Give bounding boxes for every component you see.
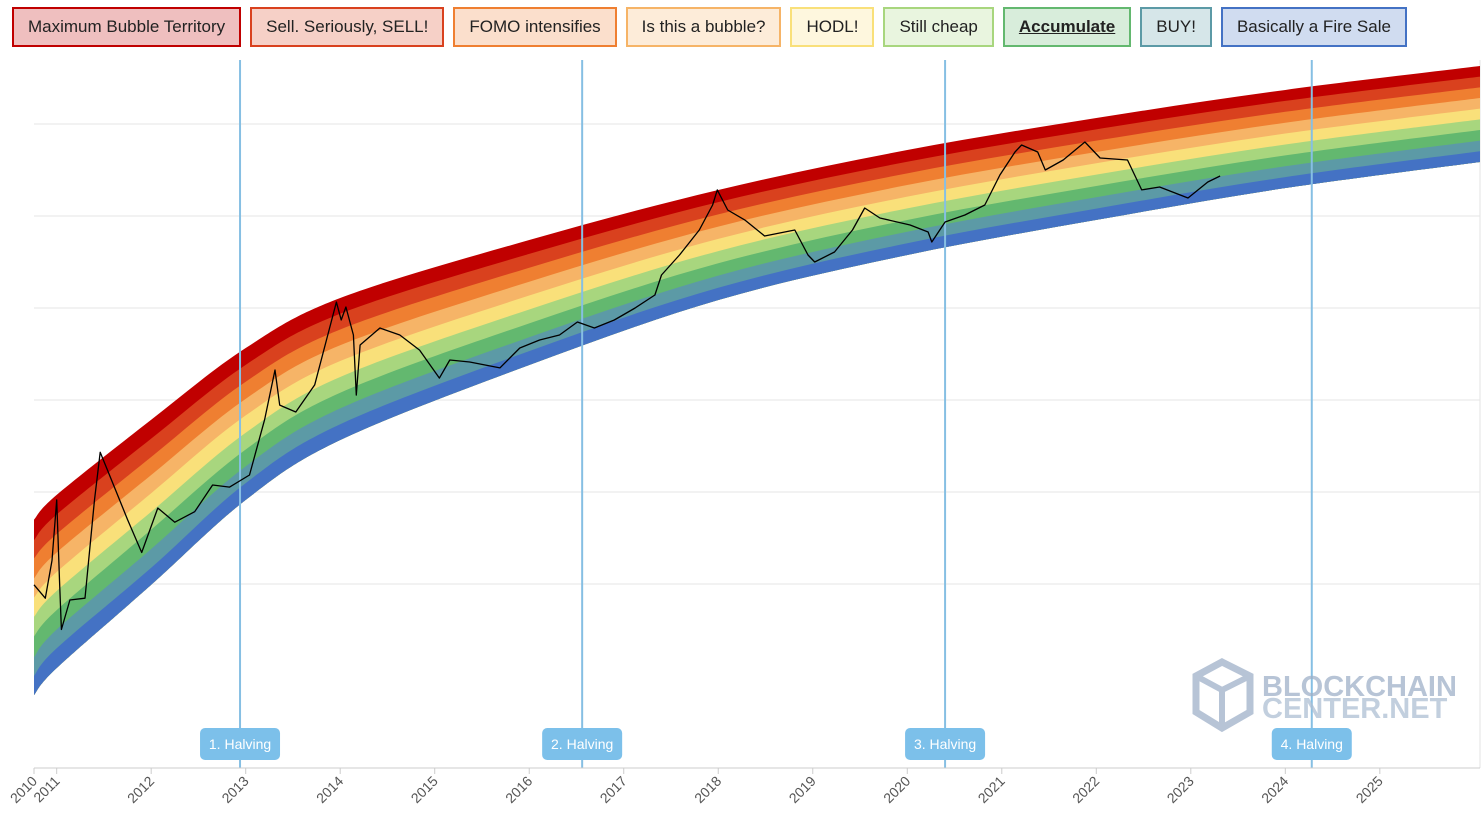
legend-button[interactable]: Is this a bubble?	[625, 7, 782, 47]
x-tick-label: 2016	[502, 773, 535, 806]
legend-button[interactable]: Accumulate	[1002, 7, 1132, 47]
halving-label: 4. Halving	[1281, 736, 1343, 752]
halving-badge	[1271, 728, 1352, 760]
x-tick-label: 2019	[786, 773, 819, 806]
x-tick-label: 2015	[407, 773, 440, 806]
watermark-text: BLOCKCHAIN	[1262, 671, 1457, 703]
price-line	[33, 141, 1221, 631]
rainbow-band	[34, 140, 1480, 696]
halving-label: 2. Halving	[551, 736, 613, 752]
x-tick-label: 2024	[1258, 773, 1291, 806]
x-tick-label: 2012	[124, 773, 157, 806]
x-tick-label: 2020	[880, 773, 913, 806]
x-tick-label: 2025	[1353, 773, 1386, 806]
x-tick-label: 2021	[975, 773, 1008, 806]
x-tick-label: 2018	[691, 773, 724, 806]
legend: Maximum Bubble Territory Sell. Seriously,…	[12, 7, 1407, 47]
halving-badge	[200, 728, 281, 760]
x-tick-label: 2014	[313, 773, 346, 806]
rainbow-band	[34, 130, 1480, 696]
halving-badge	[905, 728, 986, 760]
x-tick-label: 2013	[218, 773, 251, 806]
x-tick-label: 2011	[30, 773, 63, 806]
x-tick-label: 2022	[1069, 773, 1102, 806]
legend-button[interactable]: FOMO intensifies	[453, 7, 617, 47]
legend-button[interactable]: Still cheap	[883, 7, 994, 47]
legend-button[interactable]: Maximum Bubble Territory	[12, 7, 242, 47]
legend-button[interactable]: HODL!	[790, 7, 875, 47]
halving-badge	[542, 728, 623, 760]
legend-button[interactable]: Sell. Seriously, SELL!	[250, 7, 445, 47]
x-tick-label: 2017	[597, 773, 630, 806]
halving-label: 1. Halving	[209, 736, 271, 752]
legend-button[interactable]: Basically a Fire Sale	[1220, 7, 1407, 47]
x-tick-label: 2023	[1164, 773, 1197, 806]
legend-button[interactable]: BUY!	[1140, 7, 1212, 47]
halving-label: 3. Halving	[914, 736, 976, 752]
watermark-icon	[1194, 673, 1252, 694]
watermark-text: CENTER.NET	[1262, 693, 1448, 725]
